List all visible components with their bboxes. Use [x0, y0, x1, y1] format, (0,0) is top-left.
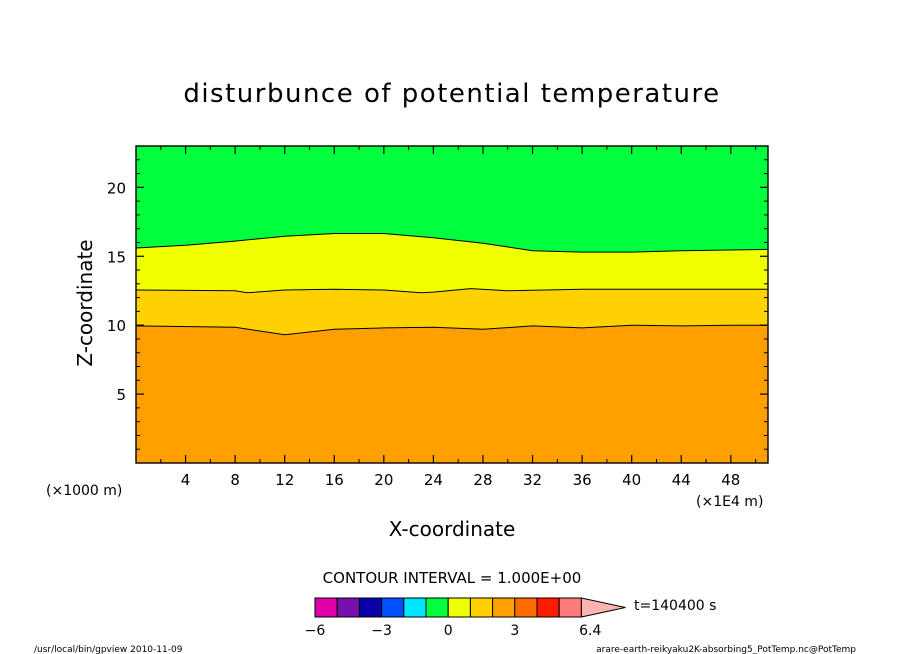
contour-line-0 — [135, 324, 768, 336]
x-tick-label: 4 — [181, 471, 191, 489]
colorbar-tick-label: 0 — [444, 623, 453, 639]
colorbar-swatch — [469, 597, 494, 618]
x-unit-right: (×1E4 m) — [696, 494, 763, 510]
colorbar-swatch — [536, 597, 560, 618]
colorbar-swatch — [558, 597, 582, 618]
colorbar-tick-label: 6.4 — [579, 623, 601, 639]
x-tick-label: 12 — [275, 471, 294, 489]
region-level-3 — [136, 325, 768, 463]
contour-line-2 — [135, 233, 769, 253]
contour-interval-label: CONTOUR INTERVAL = 1.000E+00 — [323, 569, 582, 587]
y-tick-label: 10 — [107, 317, 126, 335]
colorbar-swatch — [314, 597, 338, 618]
colorbar-swatch — [514, 597, 538, 618]
footer-left: /usr/local/bin/gpview 2010-11-09 — [34, 645, 183, 654]
x-axis-label: X-coordinate — [389, 517, 516, 541]
colorbar-swatch — [336, 597, 360, 618]
x-tick-label: 32 — [523, 471, 542, 489]
y-axis-label: Z-coordinate — [73, 239, 97, 366]
x-tick-label: 44 — [672, 471, 691, 489]
x-tick-label: 36 — [573, 471, 592, 489]
time-label: t=140400 s — [634, 598, 716, 614]
x-tick-label: 8 — [230, 471, 240, 489]
y-tick-label: 20 — [107, 179, 126, 197]
footer-right: arare-earth-reikyaku2K-absorbing5_PotTem… — [596, 645, 856, 654]
colorbar-extend-triangle — [580, 597, 626, 618]
colorbar-swatch — [492, 597, 516, 618]
colorbar-swatch — [447, 597, 471, 618]
x-tick-label: 20 — [374, 471, 393, 489]
contour-line-1 — [135, 288, 768, 294]
colorbar-swatch — [381, 597, 405, 618]
plot-frame — [135, 145, 769, 464]
x-tick-label: 28 — [473, 471, 492, 489]
x-tick-label: 40 — [622, 471, 641, 489]
x-tick-label: 48 — [721, 471, 740, 489]
x-tick-label: 24 — [424, 471, 443, 489]
colorbar-swatch — [425, 597, 449, 618]
colorbar-swatch — [358, 597, 383, 618]
x-tick-label: 16 — [325, 471, 344, 489]
colorbar: −6 −3 0 3 6.4 — [305, 597, 626, 639]
colorbar-tick-label: −3 — [371, 623, 392, 639]
y-tick-label: 15 — [107, 248, 126, 266]
y-tick-label: 5 — [116, 386, 126, 404]
colorbar-tick-label: −6 — [305, 623, 326, 639]
colorbar-swatch — [403, 597, 427, 618]
x-unit-left: (×1000 m) — [46, 483, 122, 499]
colorbar-tick-label: 3 — [510, 623, 519, 639]
plot-area — [135, 146, 769, 463]
chart-title: disturbunce of potential temperature — [183, 79, 720, 109]
